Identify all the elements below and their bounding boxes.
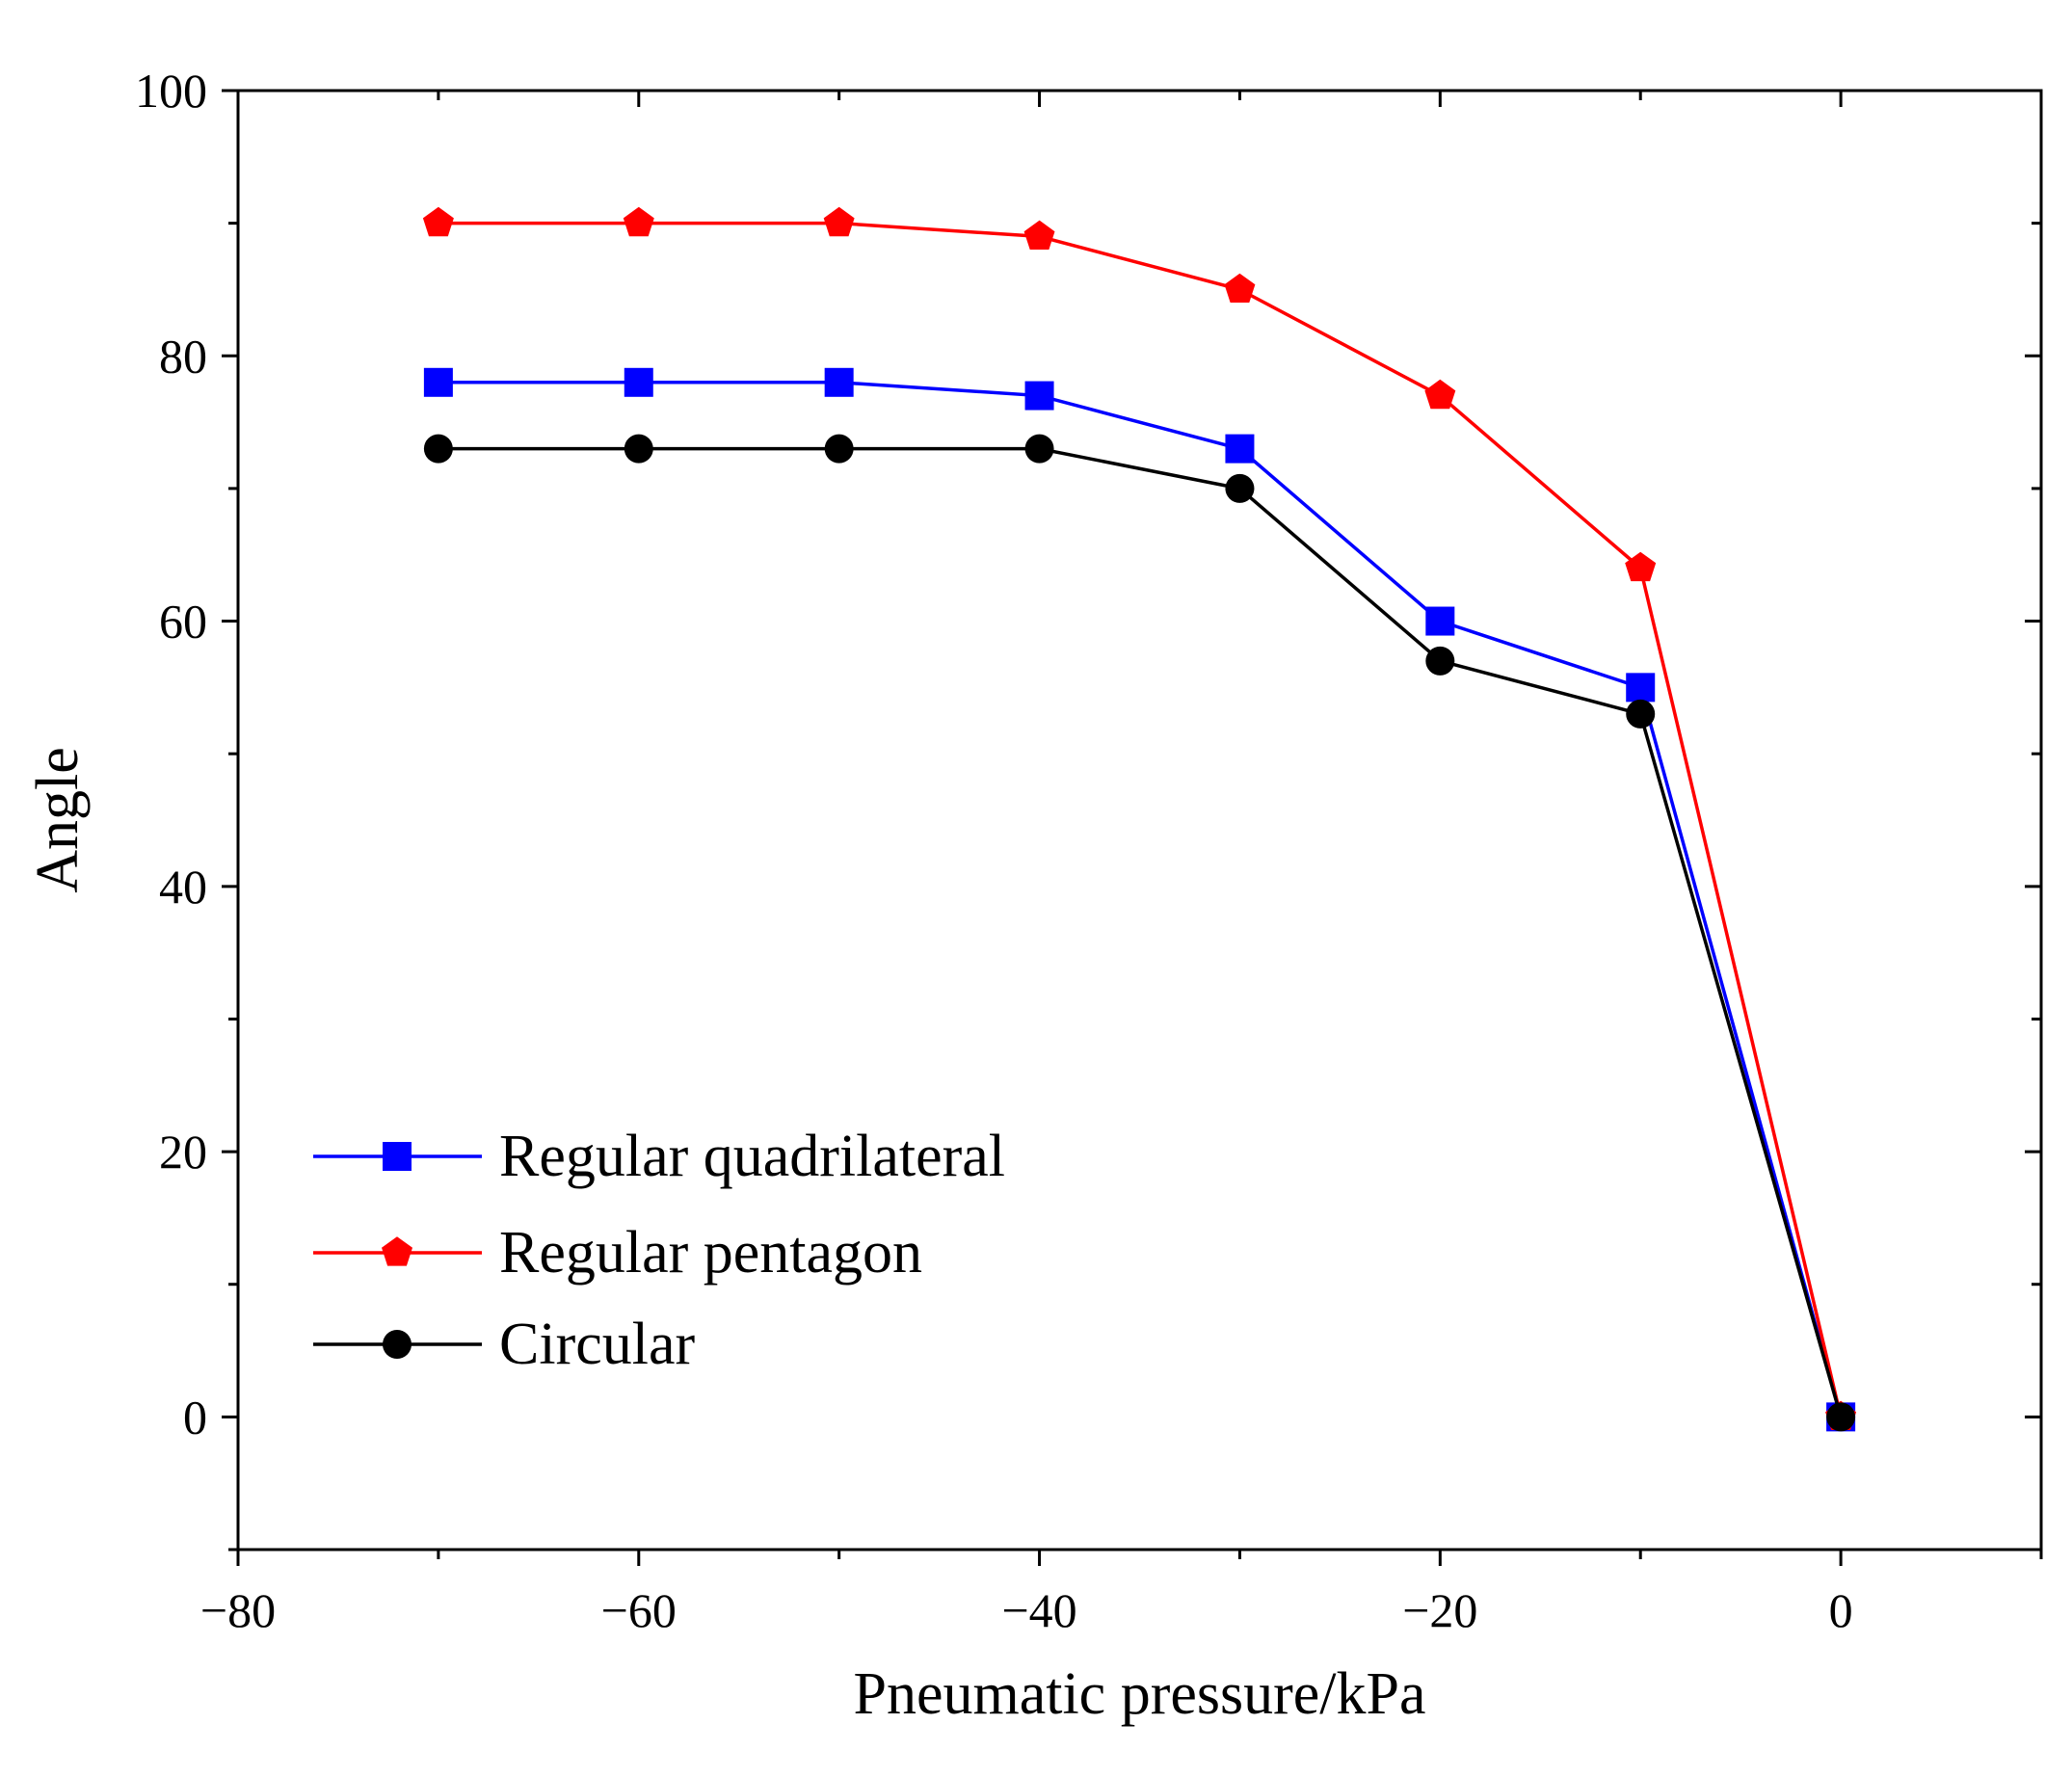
data-point (1826, 1402, 1856, 1432)
data-point (1425, 606, 1455, 636)
legend-label: Regular quadrilateral (499, 1124, 1005, 1189)
data-point (423, 434, 453, 464)
series-circular (423, 434, 1856, 1432)
data-point (1225, 434, 1255, 464)
data-point (1224, 273, 1256, 303)
legend-label: Circular (499, 1312, 695, 1377)
legend-marker (383, 1330, 412, 1359)
data-point (1225, 473, 1255, 503)
data-point (824, 367, 854, 397)
data-point (1625, 551, 1657, 582)
data-point (623, 206, 654, 237)
data-point (1023, 220, 1055, 250)
legend-item: Regular quadrilateral (313, 1124, 1005, 1189)
legend: Regular quadrilateral Regular pentagon Cir… (313, 1124, 1005, 1377)
series-layer (422, 206, 1857, 1432)
data-point (823, 206, 855, 237)
plot-frame (236, 89, 2043, 1552)
x-tick-label: −80 (200, 1583, 276, 1637)
ticks-layer: −80 −60 −40 −20 0 0 20 40 60 80 100 (135, 64, 2043, 1637)
x-tick-label: −40 (1001, 1583, 1076, 1637)
data-point (1024, 434, 1054, 464)
legend-label: Regular pentagon (499, 1220, 922, 1286)
data-point (824, 434, 854, 464)
series-line (438, 446, 1843, 1418)
legend-item: Circular (313, 1312, 695, 1377)
x-tick-label: −20 (1402, 1583, 1477, 1637)
data-point (422, 206, 454, 237)
data-point (1024, 381, 1054, 411)
data-point (1425, 646, 1455, 676)
x-tick-label: −60 (601, 1583, 677, 1637)
data-point (624, 434, 653, 464)
data-point (1626, 699, 1656, 729)
y-tick-label: 60 (159, 595, 207, 649)
data-point (624, 367, 653, 397)
legend-marker (383, 1142, 412, 1171)
series-regular-pentagon (422, 206, 1857, 1430)
y-tick-label: 20 (159, 1125, 207, 1179)
data-point (1626, 673, 1656, 703)
data-point (423, 367, 453, 397)
x-axis-title: Pneumatic pressure/kPa (853, 1661, 1425, 1727)
legend-item: Regular pentagon (313, 1220, 922, 1286)
series-line (438, 221, 1843, 1418)
legend-marker (382, 1236, 412, 1266)
y-tick-label: 80 (159, 329, 207, 383)
y-tick-label: 100 (135, 64, 207, 118)
series-line (438, 381, 1843, 1418)
x-tick-label: 0 (1829, 1583, 1853, 1637)
data-point (1424, 379, 1456, 410)
y-tick-label: 0 (183, 1390, 207, 1444)
y-axis-title: Angle (25, 747, 91, 893)
y-tick-label: 40 (159, 860, 207, 914)
